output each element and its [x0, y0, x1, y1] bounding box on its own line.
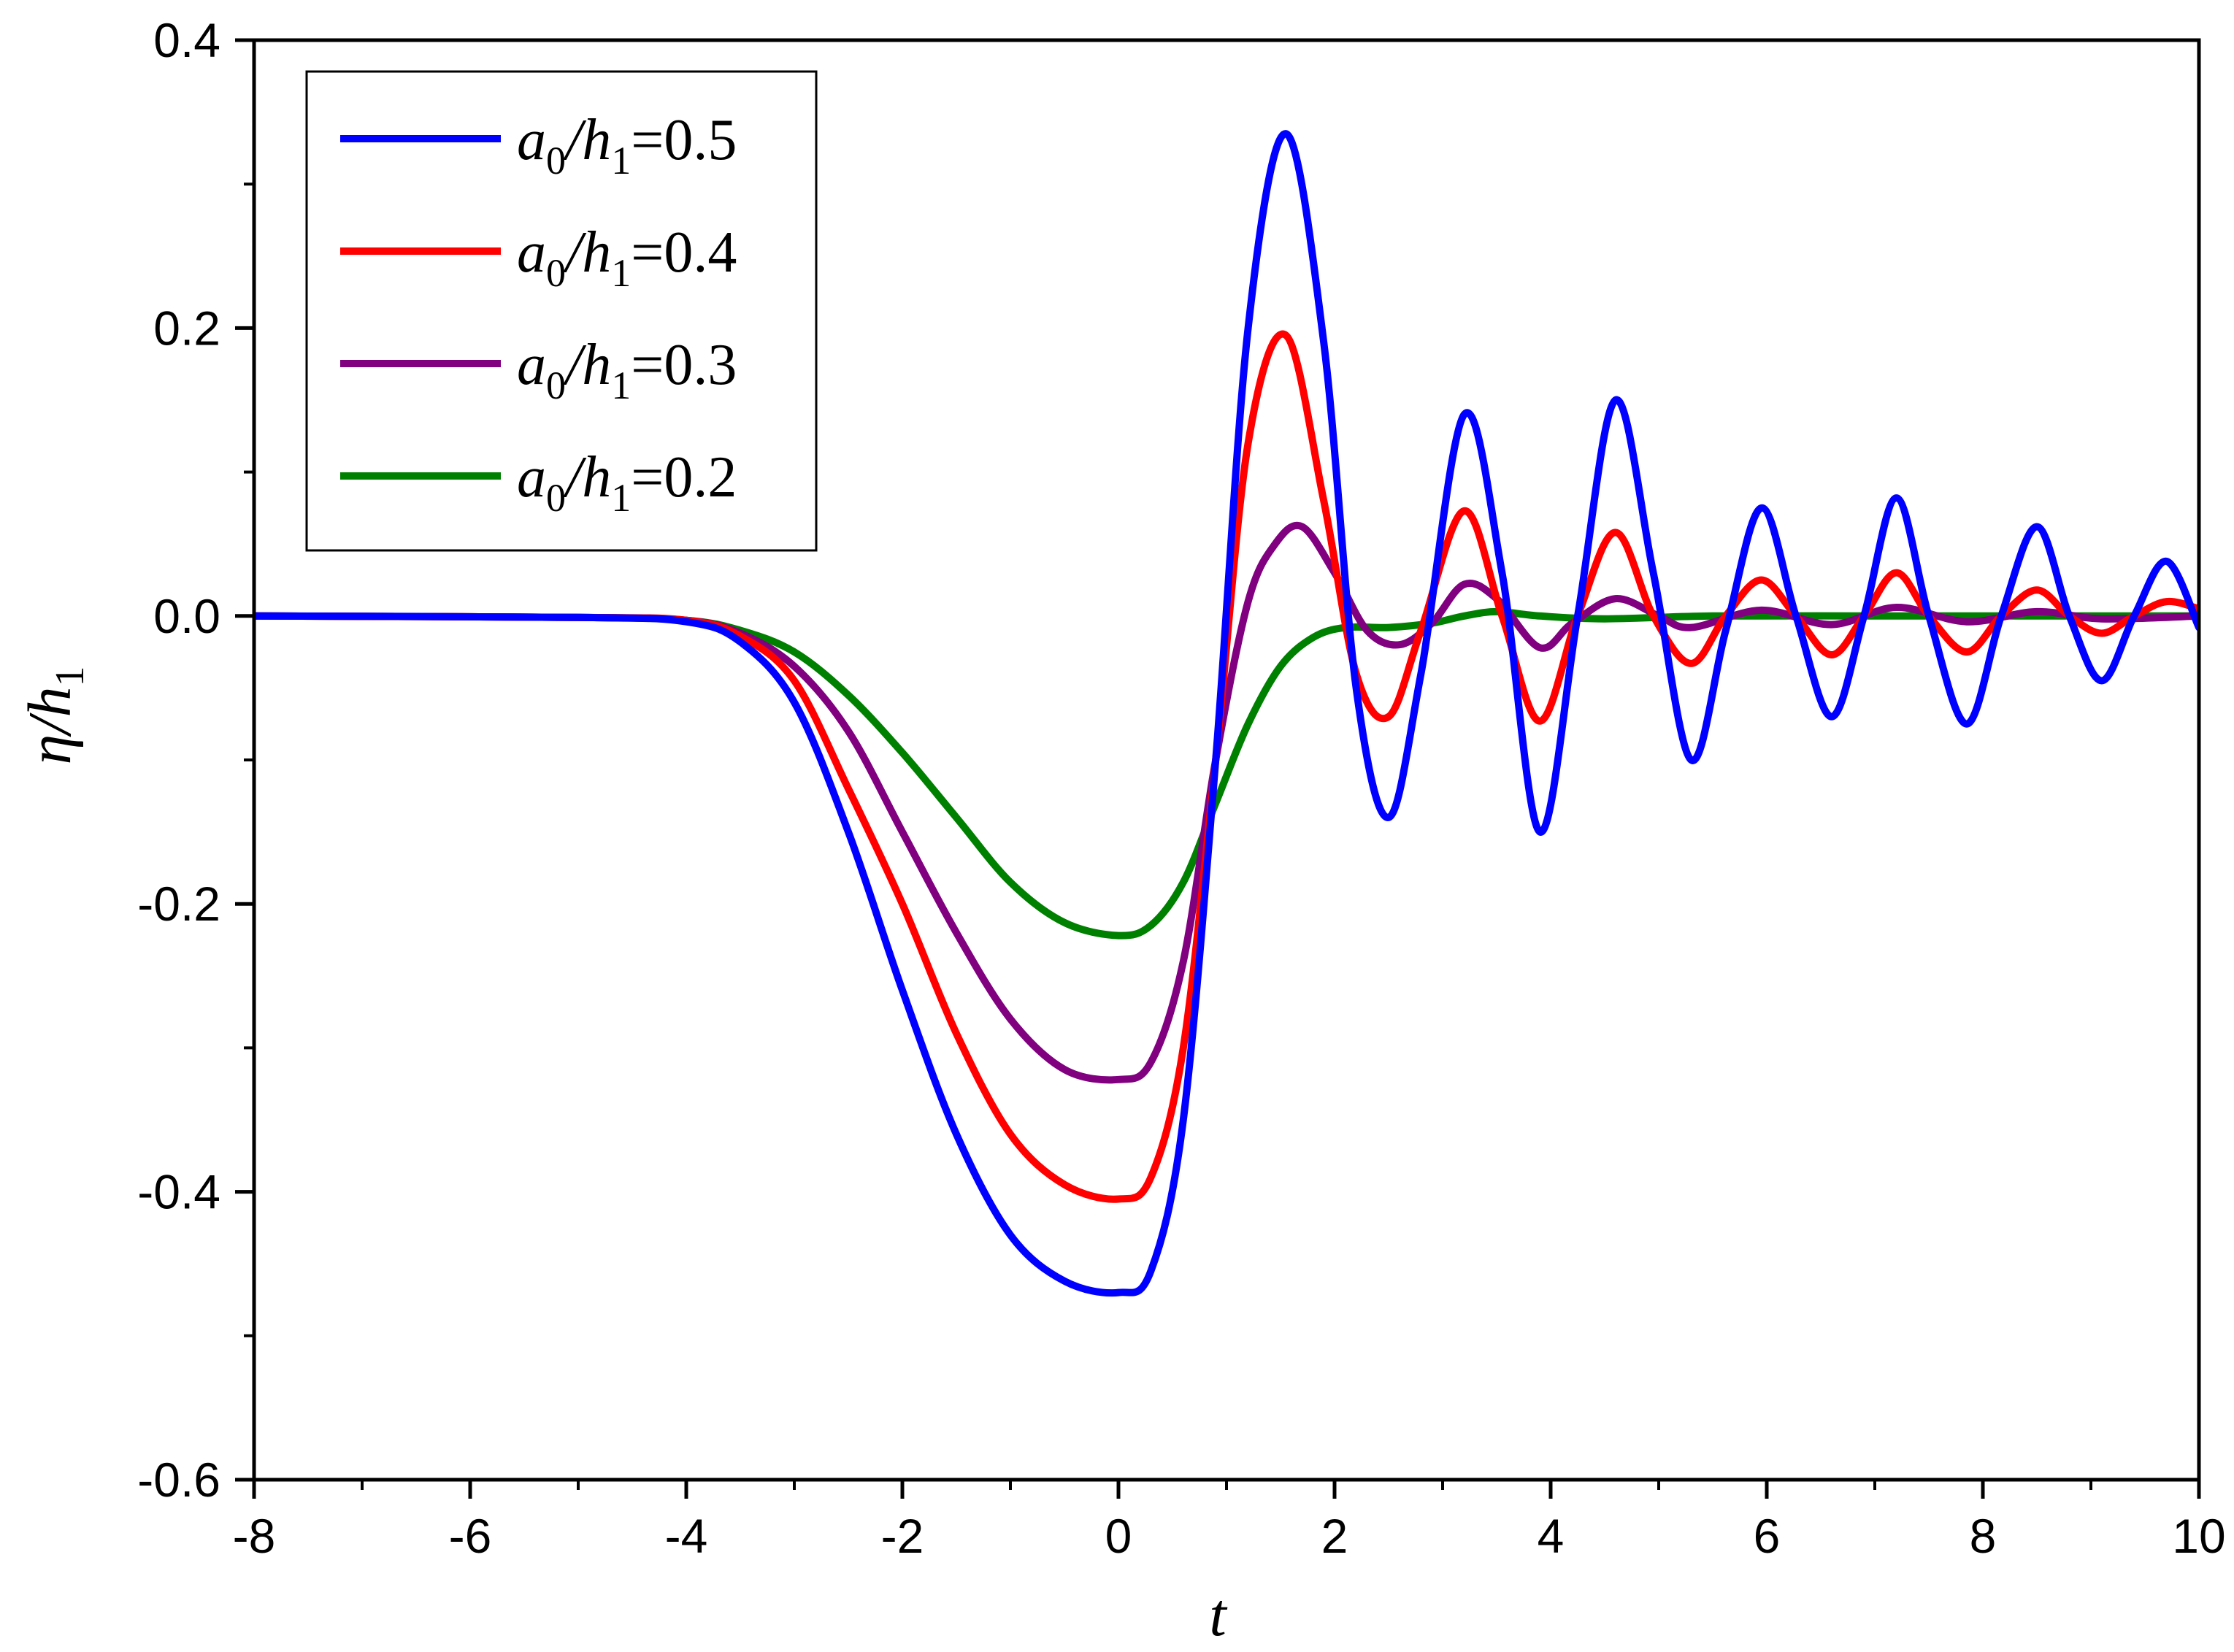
y-tick-label: -0.4 [137, 1165, 220, 1219]
series-lines [254, 130, 2199, 1297]
x-tick-label: 8 [1970, 1509, 1997, 1563]
y-tick-label: 0.4 [153, 13, 220, 67]
x-tick-label: 6 [1754, 1509, 1781, 1563]
y-axis-title: η/h1 [16, 666, 93, 764]
legend-box [305, 70, 818, 552]
y-tick-label: -0.6 [137, 1453, 220, 1507]
x-tick-label: 10 [2172, 1509, 2225, 1563]
x-tick-label: 0 [1105, 1509, 1132, 1563]
legend: a0/h1=0.5 a0/h1=0.4 a0/h1=0.3 a0/h1=0.2 [305, 70, 818, 552]
plot-frame [252, 38, 2201, 1482]
x-axis-title: t [1209, 1581, 1228, 1649]
series-line-3 [254, 521, 2199, 1084]
y-tick-label: -0.2 [137, 877, 220, 931]
series-line-1 [254, 130, 2199, 1297]
x-tick-label: -4 [665, 1509, 708, 1563]
y-axis-title-sub: 1 [47, 666, 93, 686]
legend-label-2: a0/h1=0.4 [517, 220, 737, 295]
x-tick-label: -8 [233, 1509, 276, 1563]
y-axis-title-main: η/h [16, 686, 84, 764]
series-line-2 [254, 330, 2199, 1203]
x-tick-label: -6 [449, 1509, 492, 1563]
y-tick-label: 0.2 [153, 301, 220, 355]
axis-tick-labels: -8 -6 -4 -2 0 2 4 6 8 10 -0.6 -0.4 -0.2 0.0 0.2 0.4 [137, 13, 2225, 1563]
x-tick-label: 4 [1538, 1509, 1565, 1563]
legend-label-1: a0/h1=0.5 [517, 108, 737, 183]
legend-label-4: a0/h1=0.2 [517, 445, 737, 520]
legend-label-3: a0/h1=0.3 [517, 333, 737, 407]
x-tick-label: -2 [881, 1509, 924, 1563]
y-tick-label: 0.0 [153, 589, 220, 643]
x-tick-label: 2 [1321, 1509, 1348, 1563]
